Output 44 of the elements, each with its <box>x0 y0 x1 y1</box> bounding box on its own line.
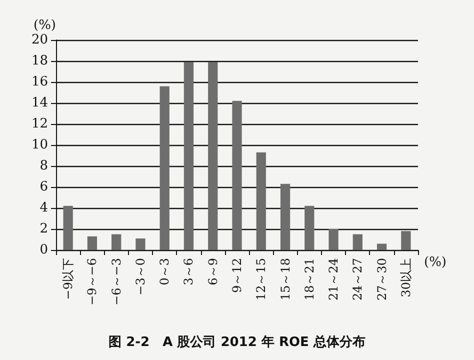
bar <box>352 234 362 250</box>
y-tick-label: 18 <box>31 54 48 68</box>
x-tick-label: 3～6 <box>182 258 196 286</box>
x-tick-label: 21～24 <box>326 258 341 301</box>
bar <box>160 86 170 250</box>
bar <box>184 62 194 250</box>
y-tick-label: 16 <box>31 74 48 90</box>
y-tick-label: 8 <box>40 158 48 174</box>
y-tick-label: 14 <box>31 96 48 110</box>
y-tick-label: 10 <box>31 138 48 152</box>
bar <box>376 244 387 250</box>
x-tick-label: 0～3 <box>158 258 172 286</box>
y-tick-label: 6 <box>40 180 48 194</box>
bar <box>63 206 73 250</box>
x-tick-label: 15～18 <box>278 258 292 301</box>
x-tick-label: −9以下 <box>61 258 76 300</box>
x-tick-label: 12～15 <box>254 258 268 301</box>
bar <box>87 236 98 250</box>
x-axis-title: (%) <box>424 255 446 270</box>
bar <box>112 234 122 250</box>
bar <box>256 152 266 250</box>
y-tick-label: 12 <box>31 116 48 132</box>
x-tick-label: −9～−6 <box>85 258 100 306</box>
y-tick-label: 20 <box>31 32 48 48</box>
x-tick-label: 18～21 <box>302 258 316 301</box>
y-tick-label: 0 <box>40 242 48 258</box>
bar <box>232 100 242 250</box>
bar <box>208 62 218 250</box>
x-tick-label: 9～12 <box>230 258 244 293</box>
x-tick-label: 30以上 <box>398 258 413 298</box>
y-axis-title: (%) <box>34 18 56 33</box>
x-tick-label: −3～0 <box>133 258 148 296</box>
y-tick-label: 2 <box>40 222 48 236</box>
x-tick-label: 6～9 <box>206 258 220 286</box>
bar <box>304 206 314 250</box>
bar <box>136 238 146 250</box>
y-tick-label: 4 <box>40 200 48 216</box>
bar <box>328 229 338 250</box>
bar <box>280 184 290 250</box>
bar <box>401 231 411 250</box>
x-tick-label: 24～27 <box>350 258 365 301</box>
text: 图 2-2 A 股公司 2012 年 ROE 总体分布 <box>108 334 366 350</box>
x-tick-label: −6～−3 <box>109 258 124 306</box>
x-tick-label: 27～30 <box>374 258 389 301</box>
